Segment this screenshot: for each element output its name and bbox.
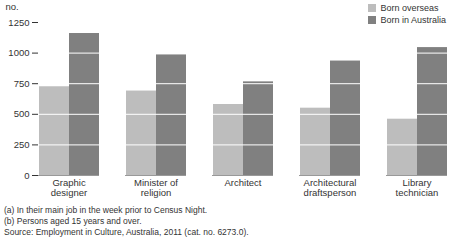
svg-text:Minister ofreligion: Minister ofreligion	[134, 177, 178, 198]
html-text:Source: Employment in Culture,: Source: Employment in Culture, Australia…	[4, 227, 249, 237]
svg-text:no.: no.	[6, 1, 19, 12]
svg-text:Librarytechnician: Librarytechnician	[396, 177, 439, 198]
html-text:(b) Persons aged 15 years and: (b) Persons aged 15 years and over.	[4, 216, 142, 226]
html-text:(a) In their main job in the w: (a) In their main job in the week prior …	[4, 205, 208, 215]
svg-text:250: 250	[14, 139, 30, 150]
svg-text:Architecturaldraftsperson: Architecturaldraftsperson	[304, 177, 357, 198]
svg-text:1000: 1000	[8, 47, 29, 58]
svg-text:0: 0	[24, 170, 29, 181]
svg-text:Architect: Architect	[225, 177, 262, 188]
html-text:Born in Australia: Born in Australia	[380, 15, 446, 25]
svg-text:1250: 1250	[8, 17, 29, 28]
html-text:Born overseas: Born overseas	[380, 3, 439, 13]
svg-text:Graphicdesigner: Graphicdesigner	[51, 177, 87, 198]
svg-text:750: 750	[14, 78, 30, 89]
svg-text:500: 500	[14, 108, 30, 119]
